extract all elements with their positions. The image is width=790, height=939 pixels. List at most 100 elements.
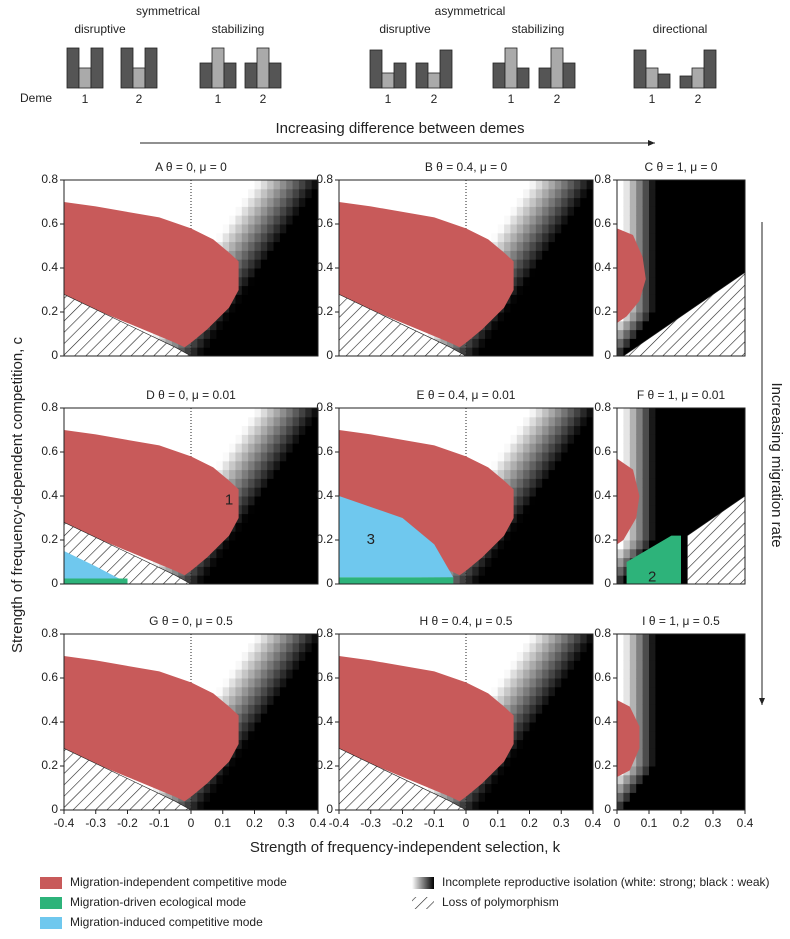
isolation-cell — [661, 241, 669, 251]
isolation-cell — [427, 206, 435, 216]
isolation-cell — [427, 188, 435, 199]
isolation-cell — [229, 642, 236, 653]
isolation-cell — [267, 548, 275, 559]
isolation-cell — [617, 452, 624, 462]
isolation-cell — [561, 276, 569, 287]
isolation-cell — [248, 197, 255, 207]
isolation-cell — [241, 294, 249, 304]
isolation-cell — [292, 730, 300, 741]
isolation-cell — [567, 425, 575, 435]
isolation-cell — [345, 188, 353, 199]
isolation-cell — [146, 425, 154, 435]
isolation-cell — [235, 548, 243, 559]
isolation-cell — [548, 320, 556, 331]
isolation-cell — [674, 434, 682, 444]
isolation-cell — [586, 478, 594, 488]
isolation-cell — [165, 180, 173, 190]
blue-region — [339, 496, 454, 578]
isolation-cell — [516, 531, 524, 541]
isolation-cell — [241, 739, 249, 749]
isolation-cell — [542, 416, 550, 427]
isolation-cell — [305, 312, 313, 322]
isolation-cell — [108, 634, 116, 644]
isolation-cell — [674, 452, 682, 462]
isolation-cell — [567, 513, 575, 523]
isolation-cell — [159, 651, 167, 661]
isolation-cell — [636, 408, 644, 418]
isolation-cell — [523, 268, 530, 278]
isolation-cell — [222, 686, 230, 697]
x-axis-label: Strength of frequency-independent select… — [250, 839, 561, 856]
isolation-cell — [267, 469, 275, 479]
isolation-cell — [241, 575, 249, 585]
isolation-cell — [681, 197, 688, 207]
isolation-cell — [152, 660, 160, 670]
isolation-cell — [191, 678, 198, 688]
isolation-cell — [561, 347, 569, 357]
isolation-cell — [267, 312, 275, 322]
x-tick-label: 0.2 — [246, 816, 263, 830]
isolation-cell — [706, 443, 714, 453]
isolation-cell — [661, 531, 669, 541]
isolation-cell — [554, 329, 562, 339]
isolation-cell — [286, 660, 294, 670]
isolation-cell — [586, 224, 594, 234]
isolation-cell — [535, 531, 543, 541]
isolation-cell — [542, 513, 550, 523]
isolation-cell — [478, 224, 486, 234]
isolation-cell — [241, 180, 249, 190]
isolation-cell — [466, 206, 473, 216]
isolation-cell — [661, 268, 669, 278]
isolation-cell — [636, 540, 644, 550]
isolation-cell — [535, 347, 543, 357]
isolation-cell — [216, 434, 224, 444]
isolation-cell — [286, 757, 294, 767]
isolation-cell — [472, 347, 480, 357]
isolation-cell — [681, 303, 688, 313]
isolation-cell — [523, 540, 530, 550]
isolation-cell — [554, 268, 562, 278]
isolation-cell — [713, 276, 720, 287]
isolation-cell — [191, 224, 198, 234]
isolation-cell — [114, 634, 122, 644]
isolation-cell — [311, 766, 319, 776]
isolation-cell — [235, 660, 243, 670]
isolation-cell — [260, 478, 268, 488]
isolation-cell — [235, 443, 243, 453]
isolation-cell — [629, 452, 637, 462]
isolation-cell — [706, 478, 714, 488]
isolation-cell — [241, 197, 249, 207]
isolation-cell — [719, 268, 727, 278]
isolation-cell — [504, 329, 511, 339]
isolation-cell — [311, 678, 319, 688]
isolation-cell — [661, 425, 669, 435]
isolation-cell — [267, 303, 275, 313]
isolation-cell — [655, 496, 663, 506]
isolation-cell — [292, 408, 300, 418]
isolation-cell — [286, 197, 294, 207]
isolation-cell — [713, 469, 720, 479]
isolation-cell — [510, 259, 518, 269]
isolation-cell — [235, 215, 243, 225]
isolation-cell — [636, 416, 644, 427]
isolation-cell — [292, 757, 300, 767]
isolation-cell — [171, 215, 179, 225]
isolation-cell — [459, 434, 467, 444]
isolation-cell — [491, 575, 499, 585]
isolation-cell — [548, 206, 556, 216]
isolation-cell — [292, 416, 300, 427]
isolation-cell — [510, 188, 518, 199]
isolation-cell — [446, 425, 454, 435]
isolation-cell — [184, 660, 192, 670]
isolation-cell — [254, 642, 262, 653]
isolation-cell — [292, 748, 300, 758]
isolation-cell — [516, 206, 524, 216]
isolation-cell — [216, 224, 224, 234]
isolation-cell — [235, 766, 243, 776]
isolation-cell — [529, 188, 537, 199]
isolation-cell — [229, 548, 236, 559]
isolation-cell — [102, 634, 109, 644]
isolation-cell — [580, 531, 588, 541]
isolation-cell — [292, 678, 300, 688]
isolation-cell — [260, 548, 268, 559]
